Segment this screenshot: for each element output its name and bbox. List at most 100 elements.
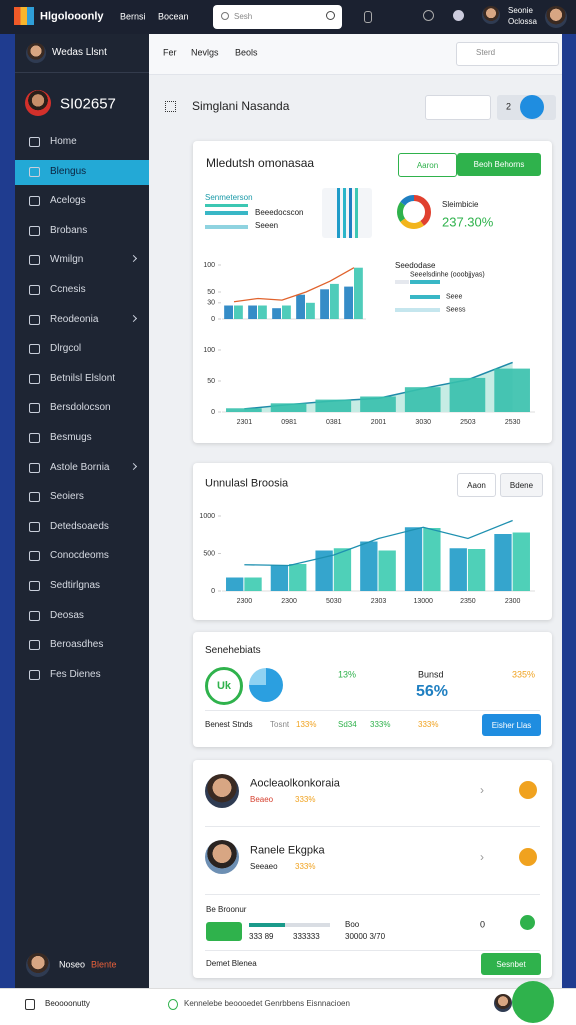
menu-item[interactable]: Deosas (50, 609, 84, 621)
menu-item[interactable]: Home (50, 136, 77, 147)
badge: Uk (205, 667, 243, 705)
footer-tag: Blente (91, 959, 117, 970)
user-avatar[interactable] (482, 6, 500, 24)
legend-swatch (205, 204, 248, 207)
search-box[interactable] (456, 42, 559, 66)
person-avatar[interactable] (205, 840, 239, 874)
profile-avatar[interactable] (26, 43, 46, 63)
menu-icon (29, 314, 40, 325)
y-tick-label: 500 (203, 550, 215, 557)
mic-icon[interactable] (364, 11, 372, 23)
side-bar (410, 295, 440, 299)
footer-avatar[interactable] (26, 953, 50, 977)
nav-link[interactable]: Bocean (158, 11, 189, 22)
status-dot[interactable] (520, 915, 535, 930)
menu-item[interactable]: Wmilgn (50, 254, 84, 266)
menu-icon (29, 137, 40, 147)
x-tick-label: 2300 (237, 598, 253, 605)
menu-item[interactable]: Blengus (50, 165, 87, 177)
menu-item[interactable]: Betnilsl Elslont (50, 372, 116, 384)
chevron[interactable]: › (480, 783, 484, 797)
progress-title: Be Broonur (206, 905, 247, 914)
side-item: Seee (446, 293, 463, 301)
breadcrumb[interactable]: Nevlgs (191, 47, 219, 58)
stat: 133% (296, 720, 317, 729)
search-icon[interactable] (326, 11, 335, 20)
fab-button[interactable] (512, 981, 554, 1023)
progress-button[interactable] (206, 922, 242, 941)
button[interactable]: Aaron (398, 153, 457, 177)
button[interactable]: Bdene (500, 473, 543, 497)
search-box[interactable] (213, 5, 342, 29)
menu-item[interactable]: Dlrgcol (50, 343, 82, 355)
y-tick-label: 50 (207, 289, 215, 296)
menu-item[interactable]: Seoiers (50, 491, 84, 503)
legend-label: Seeen (255, 221, 279, 230)
user-avatar[interactable] (494, 994, 512, 1012)
person-avatar[interactable] (205, 774, 239, 808)
breadcrumb[interactable]: Fer (163, 47, 177, 58)
bar (467, 549, 486, 591)
bar (512, 532, 530, 591)
button[interactable]: Sesnbet (481, 953, 541, 975)
y-tick-label: 1000 (199, 513, 215, 520)
bar (354, 267, 363, 319)
user-name: Oclossa (508, 17, 537, 26)
progress-track (285, 923, 330, 927)
menu-item[interactable]: Beroasdhes (50, 639, 104, 651)
menu-item[interactable]: Sedtirlgnas (50, 580, 101, 591)
filter-button[interactable] (425, 95, 491, 120)
bar (224, 305, 233, 319)
menu-item[interactable]: Reodeonia (50, 313, 99, 325)
breadcrumb[interactable]: Beols (235, 47, 258, 58)
menu-item[interactable]: Besmugs (50, 432, 92, 443)
toggle-label: 2 (506, 101, 512, 112)
menu-item[interactable]: Astole Bornia (50, 461, 110, 473)
side-title: Seedodase (395, 261, 436, 270)
search-placeholder: Sterd (476, 48, 496, 57)
button[interactable]: Aaon (457, 473, 496, 497)
menu-item[interactable]: Conocdeoms (50, 550, 109, 562)
footer-name[interactable]: Noseo (59, 959, 86, 970)
grid-icon[interactable] (165, 101, 176, 112)
menu-item[interactable]: Acelogs (50, 195, 86, 207)
menu-item[interactable]: Ccnesis (50, 284, 86, 295)
person-name[interactable]: Aocleaolkonkoraia (250, 777, 340, 790)
app-icon[interactable] (25, 999, 35, 1010)
status-dot[interactable] (519, 781, 537, 799)
account-id: SI02657 (60, 95, 116, 113)
status-dot[interactable] (519, 848, 537, 866)
logo[interactable] (14, 7, 34, 25)
line (233, 267, 355, 303)
y-tick-label: 0 (211, 316, 215, 323)
y-tick-label: 50 (207, 378, 215, 385)
button[interactable]: Beoh Behorns (457, 153, 541, 176)
bar (226, 408, 262, 412)
y-tick-label: 100 (203, 347, 215, 354)
settings-icon[interactable] (453, 10, 464, 21)
menu-item[interactable]: Fes Dienes (50, 668, 101, 680)
app-name[interactable]: Beoooonutty (45, 999, 90, 1008)
bar (270, 403, 307, 412)
bar (282, 305, 291, 319)
menu-item[interactable]: Detedsoaeds (50, 520, 109, 532)
user-avatar[interactable] (545, 6, 567, 28)
bar (333, 548, 352, 591)
status-icon (168, 999, 178, 1010)
button[interactable]: Eisher Llas (482, 714, 541, 736)
legend-swatch (205, 211, 248, 215)
bar (248, 305, 257, 319)
stat-label: Benest Stnds (205, 720, 253, 729)
menu-icon (29, 462, 40, 473)
menu-item[interactable]: Bersdolocson (50, 402, 111, 414)
brand[interactable]: Hlgolooonly (40, 10, 104, 23)
pie-icon (249, 668, 283, 702)
menu-icon (29, 403, 40, 414)
person-name[interactable]: Ranele Ekgpka (250, 844, 325, 857)
help-icon[interactable] (423, 10, 434, 21)
account-avatar[interactable] (25, 90, 51, 116)
profile-name[interactable]: Wedas Llsnt (52, 47, 107, 58)
menu-item[interactable]: Brobans (50, 224, 88, 236)
nav-link[interactable]: Bernsi (120, 11, 146, 22)
chevron[interactable]: › (480, 850, 484, 864)
